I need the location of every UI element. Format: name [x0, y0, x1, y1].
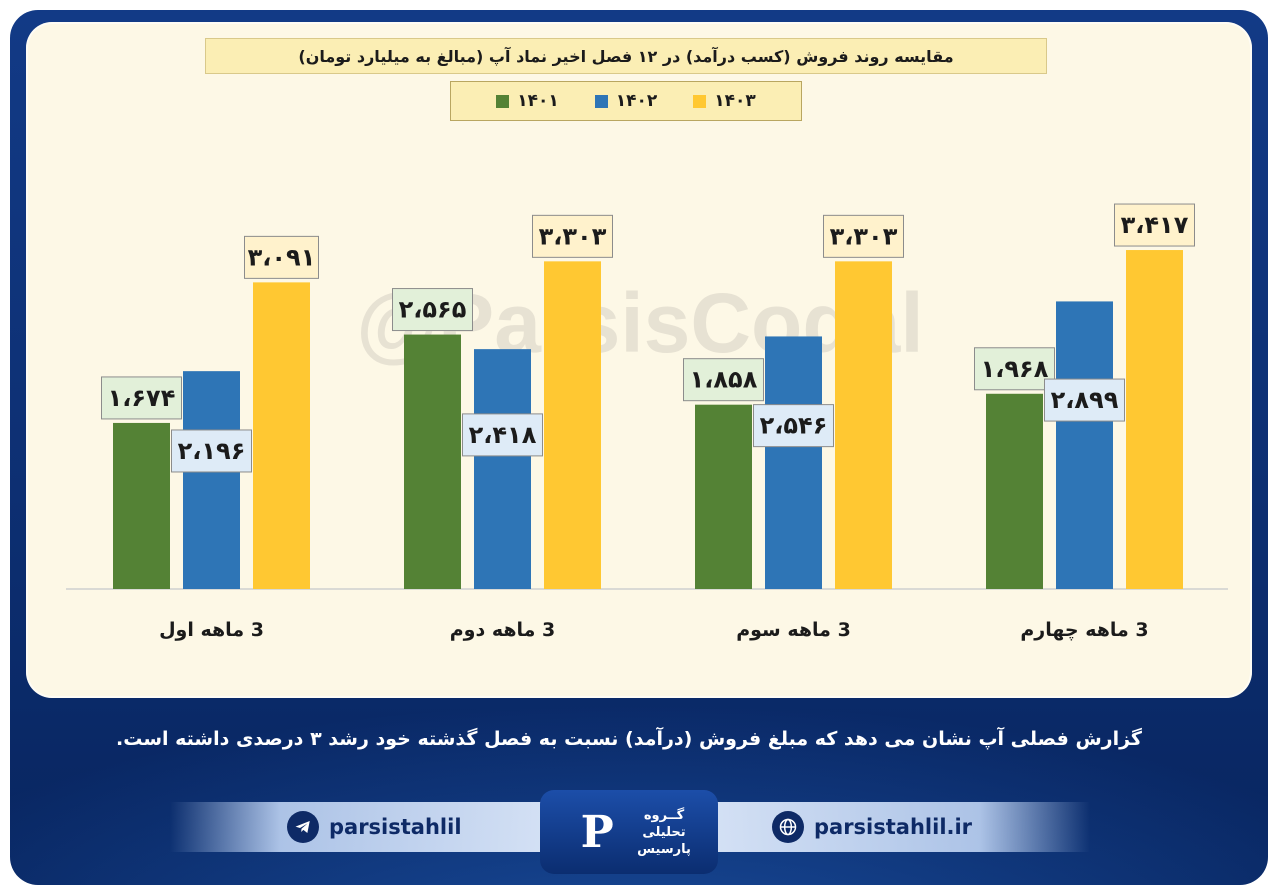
svg-text:۱،۸۵۸: ۱،۸۵۸	[690, 366, 758, 394]
logo-text: گــروه تحلیلی پارسیس	[637, 807, 691, 858]
bar-2-2	[474, 349, 531, 589]
chart-legend: ۱۴۰۱ ۱۴۰۲ ۱۴۰۳	[450, 81, 802, 121]
category-label-2: 3 ماهه دوم	[450, 619, 556, 641]
svg-text:۱،۹۶۸: ۱،۹۶۸	[981, 355, 1049, 383]
bar-3-3	[835, 261, 892, 589]
legend-label-1401: ۱۴۰۱	[517, 91, 559, 111]
category-label-4: 3 ماهه چهارم	[1020, 619, 1148, 641]
logo-line-1: گــروه	[643, 807, 685, 823]
data-label-3-1: ۳،۰۹۱	[244, 235, 319, 279]
svg-text:۳،۳۰۳: ۳،۳۰۳	[830, 222, 898, 250]
bar-1-1	[113, 422, 170, 589]
logo-mark-icon: P	[580, 806, 614, 858]
telegram-icon	[287, 811, 319, 843]
website-url: parsistahlil.ir	[814, 815, 973, 839]
data-label-3-4: ۳،۴۱۷	[1114, 203, 1195, 247]
data-label-1-4: ۱،۹۶۸	[974, 347, 1055, 391]
svg-text:۲،۵۴۶: ۲،۵۴۶	[760, 412, 828, 440]
bar-1-4	[986, 393, 1043, 589]
chart-title: مقایسه روند فروش (کسب درآمد) در ۱۲ فصل ا…	[205, 38, 1047, 74]
bar-3-4	[1126, 250, 1183, 589]
logo-line-2: تحلیلی	[642, 824, 686, 840]
bar-3-2	[544, 261, 601, 589]
caption-text: گزارش فصلی آپ نشان می دهد که مبلغ فروش (…	[116, 728, 1142, 750]
svg-text:۳،۳۰۳: ۳،۳۰۳	[539, 222, 607, 250]
telegram-handle: parsistahlil	[329, 815, 462, 839]
globe-icon	[772, 811, 804, 843]
legend-item-1403: ۱۴۰۳	[693, 91, 756, 111]
legend-item-1401: ۱۴۰۱	[496, 91, 559, 111]
legend-label-1403: ۱۴۰۳	[714, 91, 756, 111]
data-label-3-2: ۳،۳۰۳	[532, 214, 613, 258]
brand-logo: P گــروه تحلیلی پارسیس	[540, 790, 718, 874]
data-label-2-1: ۲،۱۹۶	[171, 429, 252, 473]
bar-1-2	[404, 334, 461, 589]
data-label-1-2: ۲،۵۶۵	[392, 288, 473, 332]
data-label-3-3: ۳،۳۰۳	[823, 214, 904, 258]
svg-text:۲،۵۶۵: ۲،۵۶۵	[399, 296, 467, 324]
website-link[interactable]: parsistahlil.ir	[772, 811, 972, 843]
legend-swatch-1401	[496, 94, 510, 108]
svg-text:۱،۶۷۴: ۱،۶۷۴	[108, 384, 176, 412]
svg-text:۲،۸۹۹: ۲،۸۹۹	[1051, 386, 1119, 414]
data-label-2-2: ۲،۴۱۸	[462, 413, 543, 457]
data-label-2-3: ۲،۵۴۶	[753, 404, 834, 448]
category-label-3: 3 ماهه سوم	[736, 619, 851, 641]
legend-swatch-1403	[693, 94, 707, 108]
legend-swatch-1402	[594, 94, 608, 108]
data-label-2-4: ۲،۸۹۹	[1044, 378, 1125, 422]
bar-3-1	[253, 282, 310, 589]
legend-item-1402: ۱۴۰۲	[594, 91, 658, 111]
svg-text:۳،۴۱۷: ۳،۴۱۷	[1121, 211, 1189, 239]
bar-2-4	[1056, 301, 1113, 589]
svg-text:۳،۰۹۱: ۳،۰۹۱	[248, 243, 316, 271]
svg-text:۲،۱۹۶: ۲،۱۹۶	[178, 437, 246, 465]
data-label-1-1: ۱،۶۷۴	[101, 376, 182, 420]
logo-line-3: پارسیس	[637, 841, 691, 857]
data-label-1-3: ۱،۸۵۸	[683, 358, 764, 402]
telegram-link[interactable]: parsistahlil	[287, 811, 462, 843]
legend-label-1402: ۱۴۰۲	[615, 91, 658, 111]
bar-1-3	[695, 404, 752, 589]
bar-2-1	[183, 371, 240, 589]
svg-text:۲،۴۱۸: ۲،۴۱۸	[469, 421, 537, 449]
bar-2-3	[765, 336, 822, 589]
category-label-1: 3 ماهه اول	[159, 619, 264, 641]
